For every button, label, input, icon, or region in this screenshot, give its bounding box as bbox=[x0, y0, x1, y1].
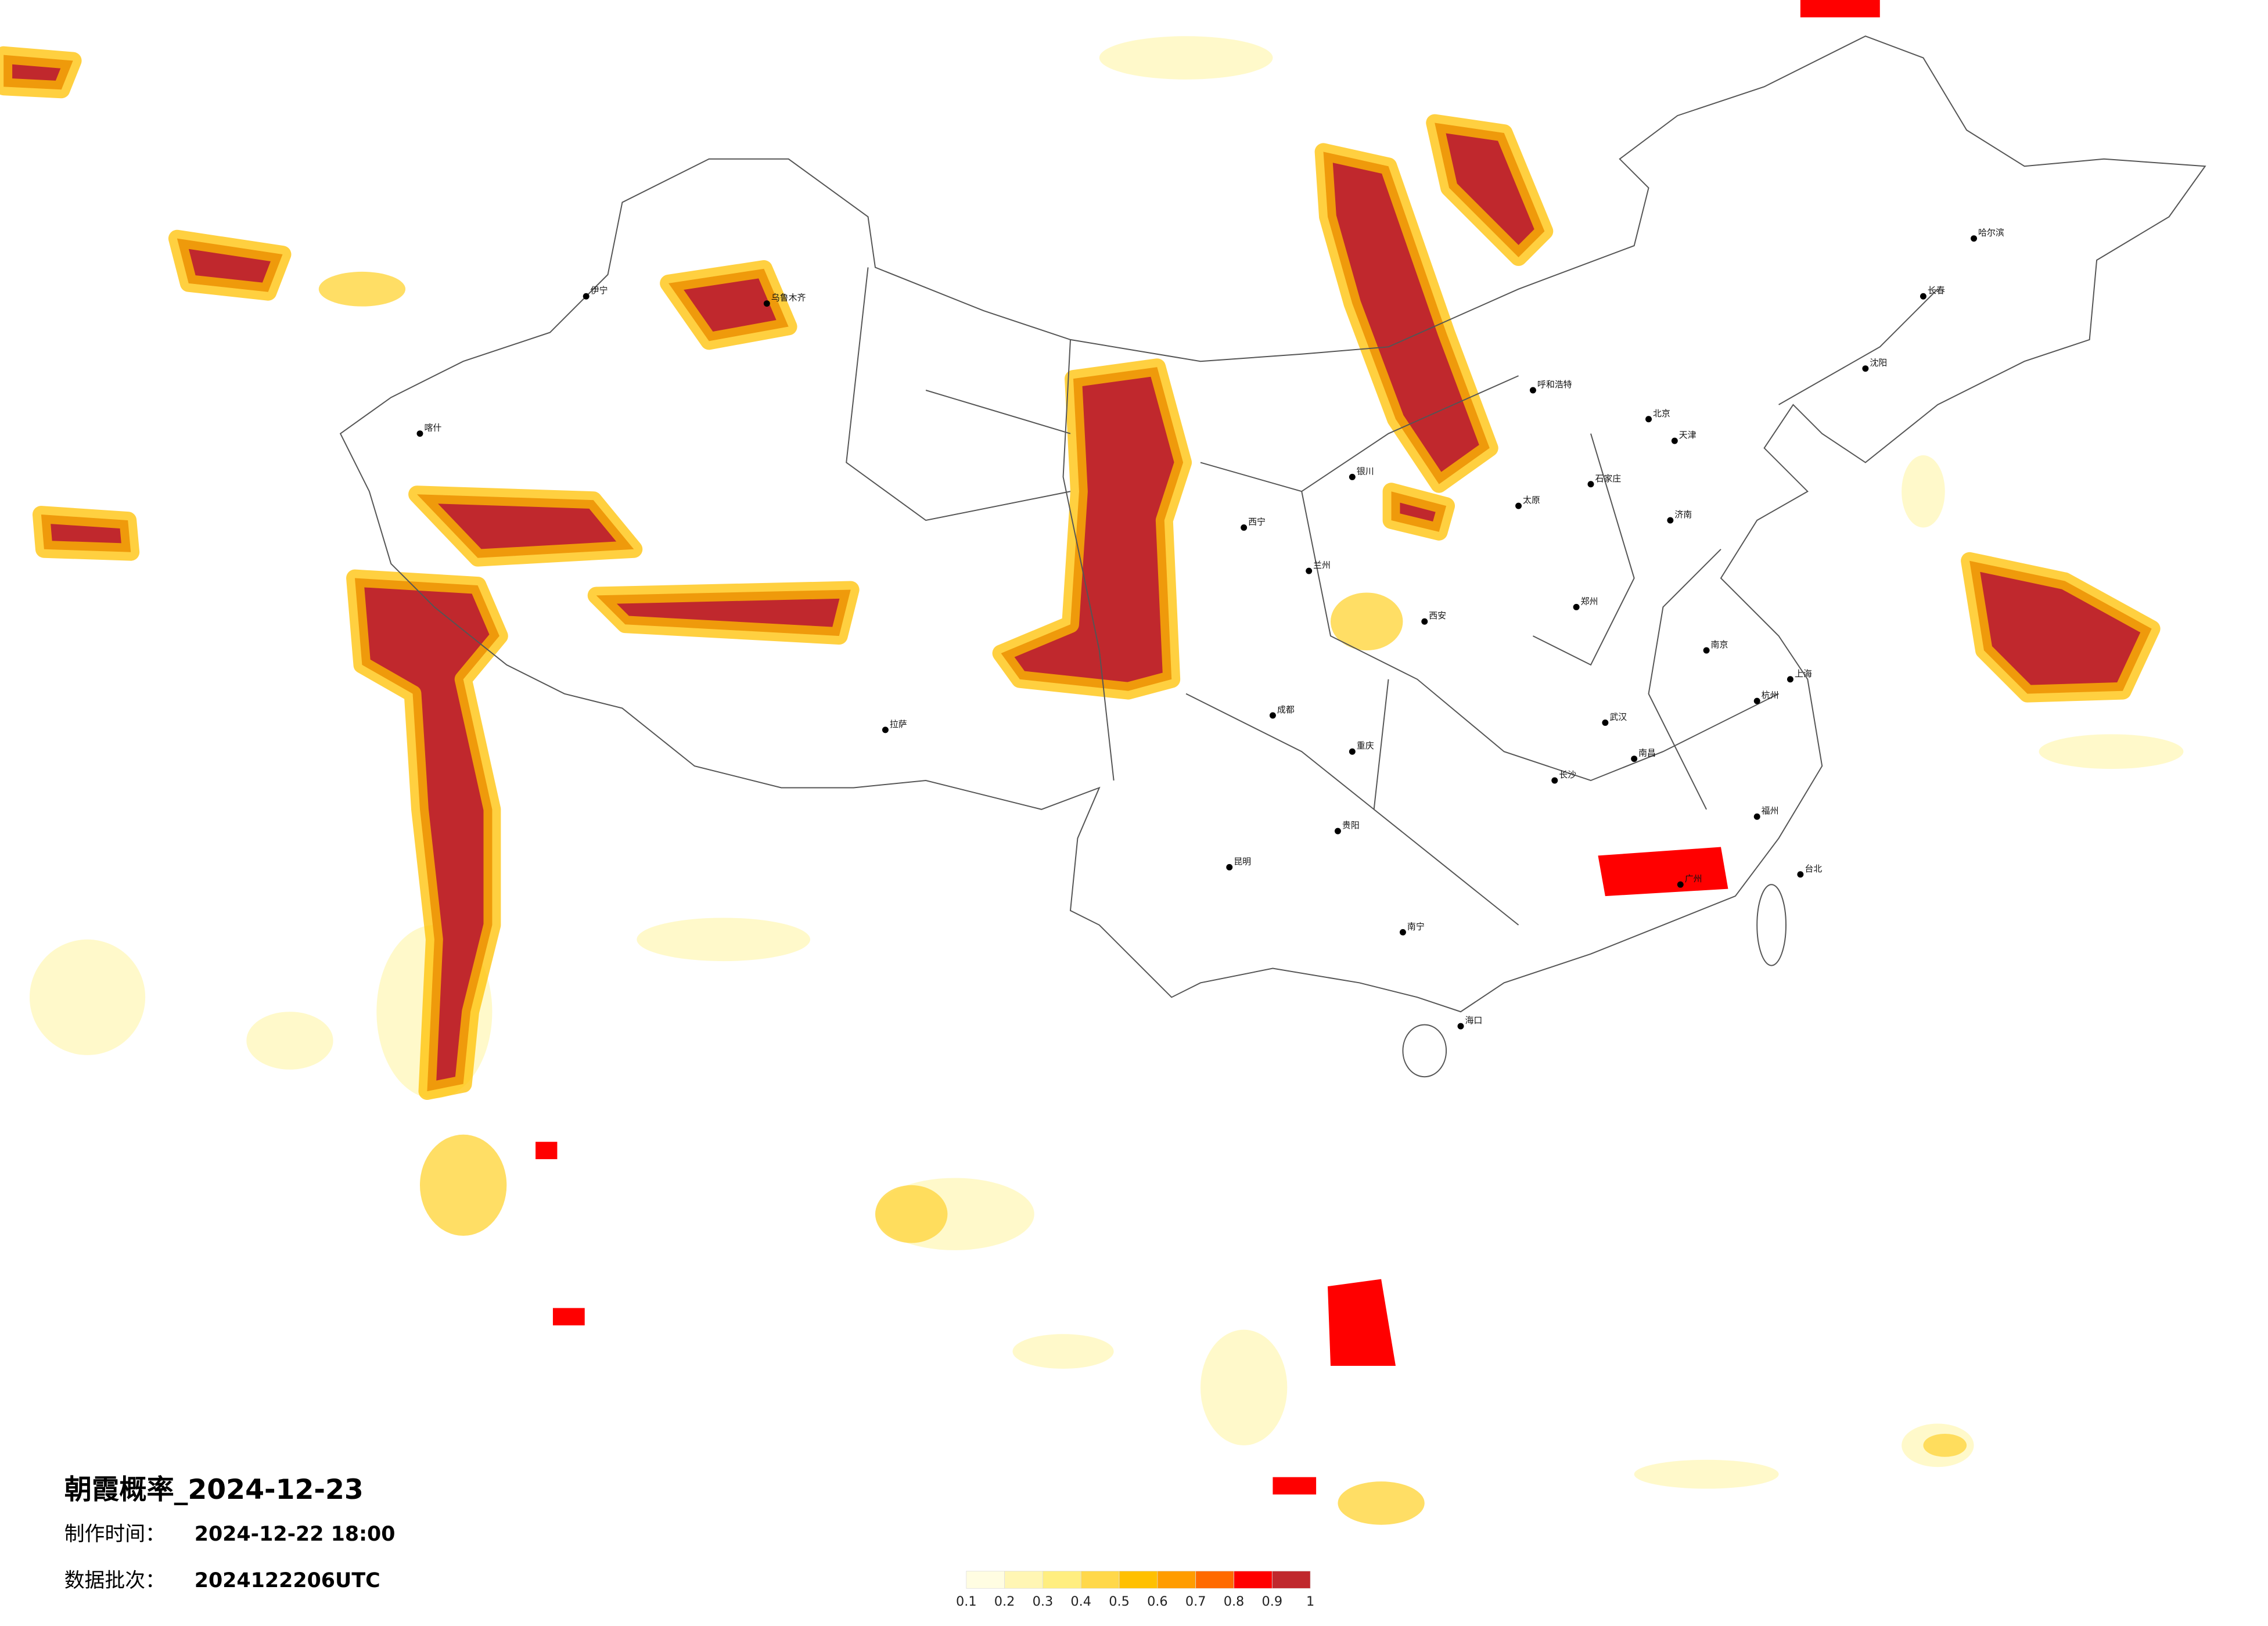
legend-tick-label: 0.5 bbox=[1109, 1594, 1130, 1609]
city-dot bbox=[1862, 365, 1869, 372]
city-label: 呼和浩特 bbox=[1537, 379, 1572, 390]
city-label: 西安 bbox=[1429, 610, 1446, 621]
legend-tick-label: 0.6 bbox=[1147, 1594, 1168, 1609]
city-dot bbox=[1667, 517, 1674, 524]
city-label: 南宁 bbox=[1407, 921, 1425, 931]
city-dot bbox=[1334, 828, 1341, 834]
city-label: 郑州 bbox=[1581, 596, 1598, 606]
city-dot bbox=[1573, 603, 1580, 610]
city-label: 喀什 bbox=[424, 423, 441, 433]
city-label: 伊宁 bbox=[591, 285, 608, 296]
city-label: 福州 bbox=[1762, 805, 1779, 816]
legend-swatch bbox=[966, 1571, 1005, 1589]
city-label: 重庆 bbox=[1357, 740, 1374, 751]
city-dot bbox=[1587, 481, 1594, 488]
city-dot bbox=[763, 300, 770, 307]
city-label: 广州 bbox=[1685, 873, 1702, 884]
city-dot bbox=[1551, 777, 1558, 784]
city-label: 成都 bbox=[1277, 704, 1295, 715]
city-dot bbox=[1241, 524, 1248, 531]
legend-swatch bbox=[1271, 1571, 1311, 1589]
city-dot bbox=[1753, 813, 1760, 820]
city-label: 天津 bbox=[1679, 430, 1696, 440]
batch-label: 数据批次： bbox=[64, 1569, 166, 1592]
city-dot bbox=[1349, 748, 1356, 755]
city-dot bbox=[1269, 712, 1276, 719]
legend-tick-label: 0.7 bbox=[1185, 1594, 1206, 1609]
city-dot bbox=[1457, 1023, 1464, 1030]
city-label: 南昌 bbox=[1638, 748, 1656, 758]
city-label: 兰州 bbox=[1313, 560, 1331, 570]
city-dot bbox=[1226, 864, 1233, 870]
city-dot bbox=[1920, 293, 1926, 300]
city-label: 西宁 bbox=[1248, 516, 1266, 527]
city-dot bbox=[1677, 881, 1684, 888]
city-label: 昆明 bbox=[1234, 856, 1251, 866]
city-dot bbox=[1529, 387, 1536, 394]
city-label: 上海 bbox=[1795, 668, 1812, 679]
legend-swatch bbox=[1234, 1571, 1273, 1589]
city-label: 哈尔滨 bbox=[1978, 228, 2004, 238]
city-label: 石家庄 bbox=[1595, 473, 1621, 484]
city-dot bbox=[1787, 676, 1793, 683]
batch-value: 2024122206UTC bbox=[195, 1569, 380, 1592]
legend-tick-label: 0.1 bbox=[956, 1594, 977, 1609]
map-title: 朝霞概率_2024-12-23 bbox=[64, 1474, 364, 1506]
legend-tick-label: 1 bbox=[1306, 1594, 1314, 1609]
city-label: 拉萨 bbox=[890, 719, 907, 729]
city-label: 贵阳 bbox=[1342, 820, 1360, 830]
make-time-value: 2024-12-22 18:00 bbox=[195, 1523, 396, 1546]
legend-tick-label: 0.4 bbox=[1070, 1594, 1091, 1609]
city-label: 乌鲁木齐 bbox=[771, 293, 806, 303]
legend-tick-label: 0.2 bbox=[994, 1594, 1015, 1609]
city-dot bbox=[882, 726, 889, 733]
city-label: 南京 bbox=[1711, 639, 1728, 650]
legend-tick-label: 0.8 bbox=[1224, 1594, 1245, 1609]
city-label: 海口 bbox=[1465, 1015, 1482, 1026]
legend-swatch bbox=[1080, 1571, 1120, 1589]
city-label: 北京 bbox=[1653, 408, 1670, 419]
city-dot bbox=[1421, 618, 1428, 625]
make-time-label: 制作时间： bbox=[64, 1523, 166, 1546]
legend-tick-label: 0.3 bbox=[1033, 1594, 1054, 1609]
city-dot bbox=[1971, 235, 1978, 242]
city-dot bbox=[1399, 929, 1406, 936]
city-dot bbox=[1753, 697, 1760, 704]
city-dot bbox=[1306, 567, 1313, 574]
city-label: 沈阳 bbox=[1870, 358, 1887, 368]
city-label: 武汉 bbox=[1609, 711, 1627, 722]
city-dot bbox=[416, 430, 423, 437]
city-dot bbox=[1515, 502, 1522, 509]
legend-tick-label: 0.9 bbox=[1262, 1594, 1283, 1609]
legend-swatch bbox=[1195, 1571, 1234, 1589]
city-dot bbox=[1349, 473, 1356, 480]
city-dot bbox=[1797, 871, 1804, 878]
city-dot bbox=[1645, 416, 1652, 423]
city-dot bbox=[583, 293, 590, 300]
legend: 0.1 0.2 0.3 0.4 0.5 0.6 0.7 0.8 0.9 1 bbox=[956, 1571, 1314, 1609]
city-label: 杭州 bbox=[1762, 690, 1779, 700]
city-label: 银川 bbox=[1357, 466, 1374, 476]
city-label: 济南 bbox=[1674, 509, 1692, 520]
legend-swatch bbox=[1157, 1571, 1196, 1589]
boundaries bbox=[339, 35, 2206, 1078]
legend-swatch bbox=[1004, 1571, 1043, 1589]
city-dot bbox=[1671, 437, 1678, 444]
city-dot bbox=[1602, 719, 1609, 726]
city-dot bbox=[1703, 647, 1710, 654]
city-label: 太原 bbox=[1523, 495, 1540, 505]
city-dot bbox=[1631, 756, 1638, 762]
probability-field bbox=[0, 0, 2184, 1525]
legend-swatch bbox=[1119, 1571, 1158, 1589]
legend-swatch bbox=[1043, 1571, 1081, 1589]
city-label: 长沙 bbox=[1559, 769, 1576, 780]
city-label: 长春 bbox=[1928, 285, 1945, 296]
city-label: 台北 bbox=[1805, 864, 1822, 874]
